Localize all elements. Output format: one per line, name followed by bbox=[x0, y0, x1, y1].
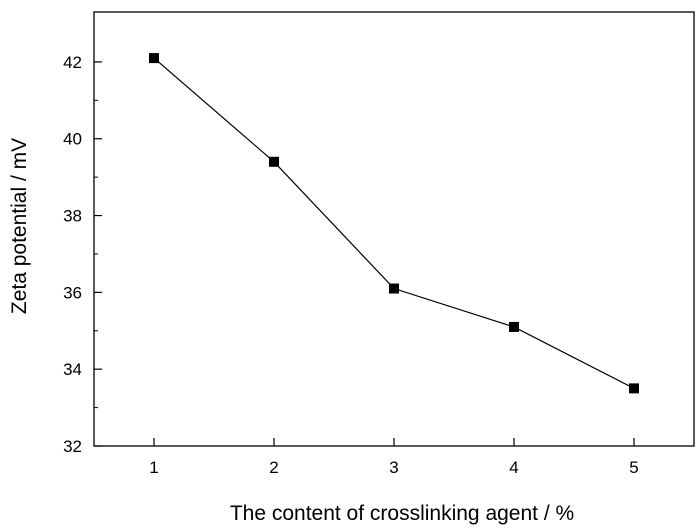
y-tick-label: 40 bbox=[63, 130, 82, 149]
y-tick-label: 38 bbox=[63, 207, 82, 226]
x-tick-label: 4 bbox=[509, 458, 518, 477]
y-axis-ticks: 32 34 36 38 40 42 bbox=[63, 53, 102, 456]
plot-area bbox=[93, 11, 695, 447]
x-tick-label: 5 bbox=[629, 458, 638, 477]
data-point bbox=[269, 156, 279, 167]
data-point bbox=[149, 53, 159, 64]
y-tick-label: 36 bbox=[63, 283, 82, 302]
series-group bbox=[149, 53, 639, 394]
y-axis-title: Zeta potential / mV bbox=[8, 138, 31, 314]
x-tick-label: 3 bbox=[389, 458, 398, 477]
x-axis-ticks: 1 2 3 4 5 bbox=[149, 438, 639, 477]
x-axis-title: The content of crosslinking agent / % bbox=[230, 502, 574, 525]
data-point bbox=[389, 283, 399, 294]
data-point bbox=[629, 383, 639, 394]
plot-frame bbox=[93, 11, 695, 447]
series-line bbox=[153, 57, 635, 389]
x-tick-label: 2 bbox=[269, 458, 278, 477]
y-tick-label: 34 bbox=[63, 360, 82, 379]
y-tick-label: 32 bbox=[63, 437, 82, 456]
x-tick-label: 1 bbox=[149, 458, 158, 477]
y-tick-label: 42 bbox=[63, 53, 82, 72]
data-point bbox=[509, 321, 519, 332]
